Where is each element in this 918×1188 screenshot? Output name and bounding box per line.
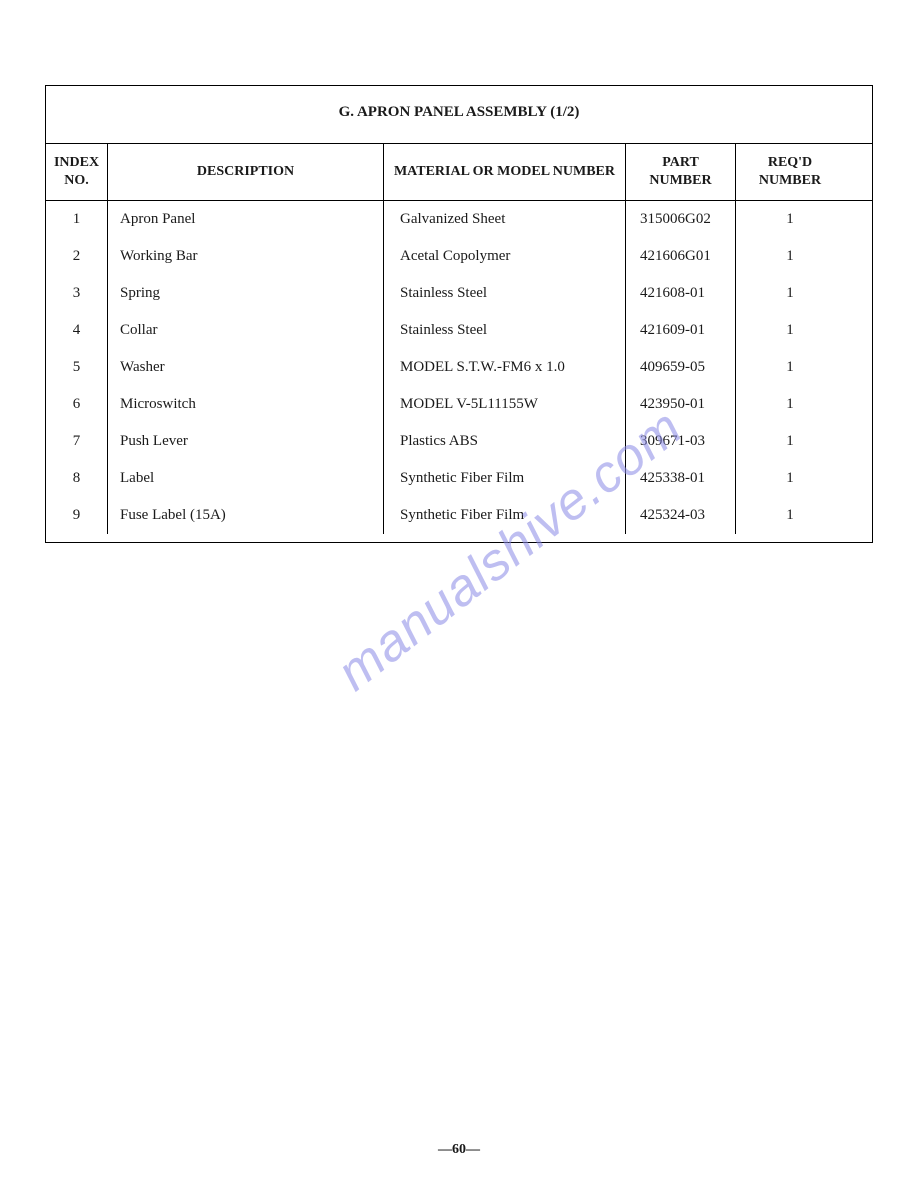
table-cell: 425324-03 <box>626 497 735 534</box>
table-cell: 1 <box>736 349 844 386</box>
header-description: DESCRIPTION <box>108 144 384 200</box>
table-cell: 2 <box>46 238 107 275</box>
table-cell: 1 <box>736 460 844 497</box>
table-cell: Plastics ABS <box>384 423 625 460</box>
column-index: 1 2 3 4 5 6 7 8 9 <box>46 201 108 534</box>
header-material: MATERIAL OR MODEL NUMBER <box>384 144 626 200</box>
table-cell: 6 <box>46 386 107 423</box>
table-cell: Apron Panel <box>108 201 383 238</box>
column-reqd-number: 1 1 1 1 1 1 1 1 1 <box>736 201 844 534</box>
header-reqd-number: REQ'D NUMBER <box>736 144 844 200</box>
table-cell: Galvanized Sheet <box>384 201 625 238</box>
column-material: Galvanized Sheet Acetal Copolymer Stainl… <box>384 201 626 534</box>
header-index: INDEX NO. <box>46 144 108 200</box>
table-cell: Synthetic Fiber Film <box>384 460 625 497</box>
parts-table: G. APRON PANEL ASSEMBLY (1/2) INDEX NO. … <box>45 85 873 543</box>
table-cell: Synthetic Fiber Film <box>384 497 625 534</box>
table-cell: 1 <box>736 386 844 423</box>
page-number: —60— <box>438 1142 480 1158</box>
table-cell: Acetal Copolymer <box>384 238 625 275</box>
table-cell: Label <box>108 460 383 497</box>
table-cell: 421608-01 <box>626 275 735 312</box>
table-cell: Microswitch <box>108 386 383 423</box>
table-cell: MODEL S.T.W.-FM6 x 1.0 <box>384 349 625 386</box>
table-cell: 1 <box>736 238 844 275</box>
table-cell: 8 <box>46 460 107 497</box>
table-cell: 315006G02 <box>626 201 735 238</box>
table-cell: 409659-05 <box>626 349 735 386</box>
table-cell: Stainless Steel <box>384 275 625 312</box>
column-description: Apron Panel Working Bar Spring Collar Wa… <box>108 201 384 534</box>
table-cell: Push Lever <box>108 423 383 460</box>
table-header-row: INDEX NO. DESCRIPTION MATERIAL OR MODEL … <box>46 144 872 201</box>
table-cell: 421606G01 <box>626 238 735 275</box>
table-cell: Fuse Label (15A) <box>108 497 383 534</box>
table-cell: Working Bar <box>108 238 383 275</box>
table-cell: 423950-01 <box>626 386 735 423</box>
table-cell: Spring <box>108 275 383 312</box>
table-cell: 4 <box>46 312 107 349</box>
table-cell: 1 <box>736 423 844 460</box>
table-cell: Stainless Steel <box>384 312 625 349</box>
column-part-number: 315006G02 421606G01 421608-01 421609-01 … <box>626 201 736 534</box>
table-cell: 1 <box>736 497 844 534</box>
table-cell: MODEL V-5L11155W <box>384 386 625 423</box>
table-cell: 9 <box>46 497 107 534</box>
table-cell: 309671-03 <box>626 423 735 460</box>
table-cell: 425338-01 <box>626 460 735 497</box>
table-cell: 1 <box>736 312 844 349</box>
header-part-number: PART NUMBER <box>626 144 736 200</box>
table-cell: 421609-01 <box>626 312 735 349</box>
table-cell: 5 <box>46 349 107 386</box>
table-body: 1 2 3 4 5 6 7 8 9 Apron Panel Working Ba… <box>46 201 872 542</box>
table-title: G. APRON PANEL ASSEMBLY (1/2) <box>46 86 872 144</box>
table-cell: 1 <box>736 275 844 312</box>
table-cell: Collar <box>108 312 383 349</box>
table-cell: 1 <box>46 201 107 238</box>
table-cell: 3 <box>46 275 107 312</box>
table-cell: 7 <box>46 423 107 460</box>
table-cell: 1 <box>736 201 844 238</box>
table-cell: Washer <box>108 349 383 386</box>
